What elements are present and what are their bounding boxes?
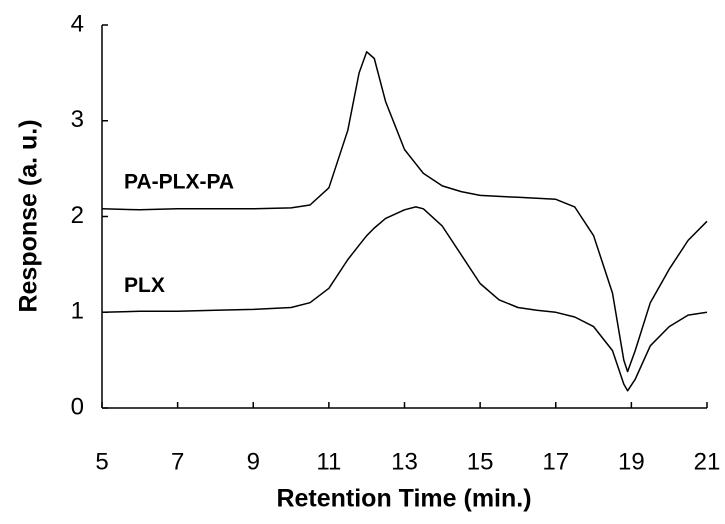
series-label: PLX bbox=[124, 274, 165, 297]
y-tick-label: 4 bbox=[71, 10, 84, 37]
y-tick-label: 0 bbox=[71, 393, 84, 420]
y-tick-label: 1 bbox=[71, 298, 84, 325]
series-label: PA-PLX-PA bbox=[124, 170, 234, 193]
y-tick-label: 2 bbox=[71, 202, 84, 229]
x-axis-title: Retention Time (min.) bbox=[276, 485, 531, 513]
x-tick-label: 13 bbox=[391, 448, 418, 475]
x-tick-label: 21 bbox=[694, 448, 721, 475]
x-tick-label: 9 bbox=[247, 448, 260, 475]
x-tick-label: 19 bbox=[618, 448, 645, 475]
series-line bbox=[101, 206, 708, 392]
x-tick-label: 5 bbox=[95, 448, 108, 475]
y-tick-label: 3 bbox=[71, 106, 84, 133]
x-tick-label: 15 bbox=[467, 448, 494, 475]
series-line bbox=[101, 51, 708, 373]
x-tick-label: 11 bbox=[316, 448, 341, 475]
y-axis-title: Response (a. u.) bbox=[15, 119, 43, 312]
x-tick-label: 17 bbox=[542, 448, 569, 475]
x-tick-label: 7 bbox=[171, 448, 184, 475]
